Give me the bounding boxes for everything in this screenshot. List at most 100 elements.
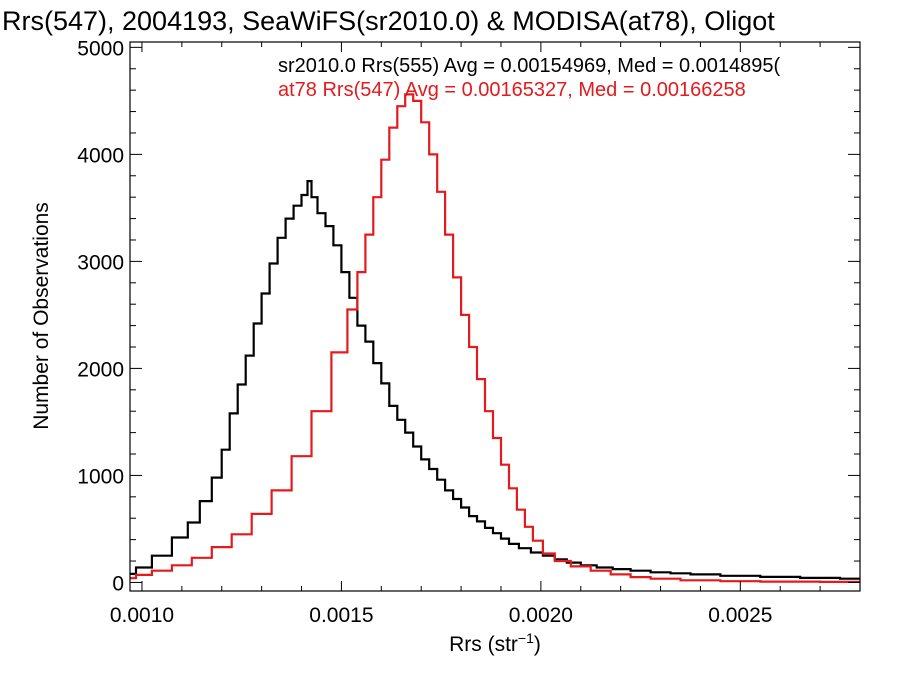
data-point-sr2010 — [536, 552, 537, 553]
data-point-at78 — [441, 191, 442, 192]
data-point-at78 — [536, 540, 537, 541]
data-point-sr2010 — [337, 245, 338, 246]
data-point-sr2010 — [488, 527, 489, 528]
data-point-at78 — [520, 509, 521, 510]
data-point-at78 — [369, 234, 370, 235]
data-point-at78 — [181, 565, 182, 566]
x-axis-label: Rrs (str−1) — [449, 630, 541, 656]
data-point-at78 — [221, 547, 222, 548]
data-point-sr2010 — [480, 521, 481, 522]
x-axis-label-superscript: −1 — [518, 630, 534, 646]
data-point-at78 — [393, 127, 394, 128]
data-point-at78 — [528, 526, 529, 527]
data-point-at78 — [700, 580, 701, 581]
data-point-sr2010 — [640, 570, 641, 571]
data-point-sr2010 — [465, 507, 466, 508]
data-point-at78 — [301, 456, 302, 457]
x-axis-label-close: ) — [534, 633, 541, 656]
data-point-sr2010 — [449, 490, 450, 491]
data-point-sr2010 — [217, 477, 218, 478]
data-point-sr2010 — [780, 576, 781, 577]
data-point-sr2010 — [297, 205, 298, 206]
data-point-sr2010 — [369, 341, 370, 342]
data-point-at78 — [341, 352, 342, 353]
data-point-at78 — [480, 379, 481, 380]
data-point-at78 — [433, 154, 434, 155]
plot-frame — [129, 41, 861, 592]
plot-area: 0.0010 0.0015 0.0020 0.0025 0 1000 2000 3000 400… — [77, 37, 861, 627]
data-point-at78 — [377, 197, 378, 198]
data-point-sr2010 — [433, 468, 434, 469]
data-point-at78 — [401, 106, 402, 107]
chart-title: Rrs(547), 2004193, SeaWiFS(sr2010.0) & M… — [2, 6, 775, 36]
y-axis-label: Number of Observations — [30, 202, 53, 430]
data-point-sr2010 — [820, 577, 821, 578]
data-point-sr2010 — [700, 574, 701, 575]
data-point-sr2010 — [265, 293, 266, 294]
y-tick-label: 0 — [112, 572, 124, 595]
x-tick-label: 0.0010 — [110, 604, 174, 627]
data-point-sr2010 — [361, 325, 362, 326]
data-point-at78 — [241, 534, 242, 535]
data-point-at78 — [261, 513, 262, 514]
data-point-sr2010 — [241, 384, 242, 385]
data-point-at78 — [488, 411, 489, 412]
data-point-sr2010 — [512, 543, 513, 544]
data-point-sr2010 — [281, 237, 282, 238]
data-point-sr2010 — [548, 555, 549, 556]
data-point-sr2010 — [457, 498, 458, 499]
data-point-sr2010 — [604, 567, 605, 568]
data-point-at78 — [580, 566, 581, 567]
data-point-sr2010 — [524, 548, 525, 549]
y-tick-label: 4000 — [77, 144, 124, 167]
data-point-sr2010 — [321, 213, 322, 214]
data-point-sr2010 — [313, 197, 314, 198]
data-point-sr2010 — [496, 533, 497, 534]
data-point-sr2010 — [473, 516, 474, 517]
data-point-sr2010 — [560, 559, 561, 560]
data-point-at78 — [660, 578, 661, 579]
data-point-at78 — [281, 490, 282, 491]
data-point-at78 — [361, 272, 362, 273]
data-point-sr2010 — [425, 459, 426, 460]
y-tick-label: 3000 — [77, 251, 124, 274]
data-point-sr2010 — [660, 572, 661, 573]
data-point-sr2010 — [257, 323, 258, 324]
y-tick-label: 5000 — [77, 37, 124, 60]
data-point-sr2010 — [740, 575, 741, 576]
data-point-sr2010 — [225, 449, 226, 450]
legend-entry-at78: at78 Rrs(547) Avg = 0.00165327, Med = 0.… — [278, 79, 746, 101]
data-point-sr2010 — [181, 537, 182, 538]
data-point-at78 — [161, 570, 162, 571]
data-point-at78 — [496, 437, 497, 438]
data-point-sr2010 — [572, 562, 573, 563]
data-point-sr2010 — [249, 355, 250, 356]
data-point-sr2010 — [273, 263, 274, 264]
data-point-at78 — [141, 574, 142, 575]
data-point-sr2010 — [393, 405, 394, 406]
data-point-sr2010 — [409, 432, 410, 433]
data-point-sr2010 — [353, 297, 354, 298]
data-point-at78 — [449, 234, 450, 235]
data-point-sr2010 — [305, 194, 306, 195]
data-point-sr2010 — [345, 272, 346, 273]
x-axis-label-text: Rrs (str — [449, 633, 518, 656]
data-point-at78 — [385, 159, 386, 160]
data-point-sr2010 — [205, 501, 206, 502]
data-point-at78 — [473, 346, 474, 347]
data-point-sr2010 — [680, 573, 681, 574]
data-point-at78 — [780, 581, 781, 582]
y-tick-label: 1000 — [77, 465, 124, 488]
data-point-sr2010 — [620, 569, 621, 570]
data-point-sr2010 — [385, 383, 386, 384]
data-point-sr2010 — [417, 446, 418, 447]
data-point-at78 — [560, 560, 561, 561]
data-point-at78 — [353, 309, 354, 310]
data-point-sr2010 — [329, 226, 330, 227]
data-point-at78 — [548, 553, 549, 554]
data-point-at78 — [425, 122, 426, 123]
data-point-sr2010 — [141, 567, 142, 568]
data-point-sr2010 — [504, 538, 505, 539]
x-tick-label: 0.0020 — [509, 604, 573, 627]
